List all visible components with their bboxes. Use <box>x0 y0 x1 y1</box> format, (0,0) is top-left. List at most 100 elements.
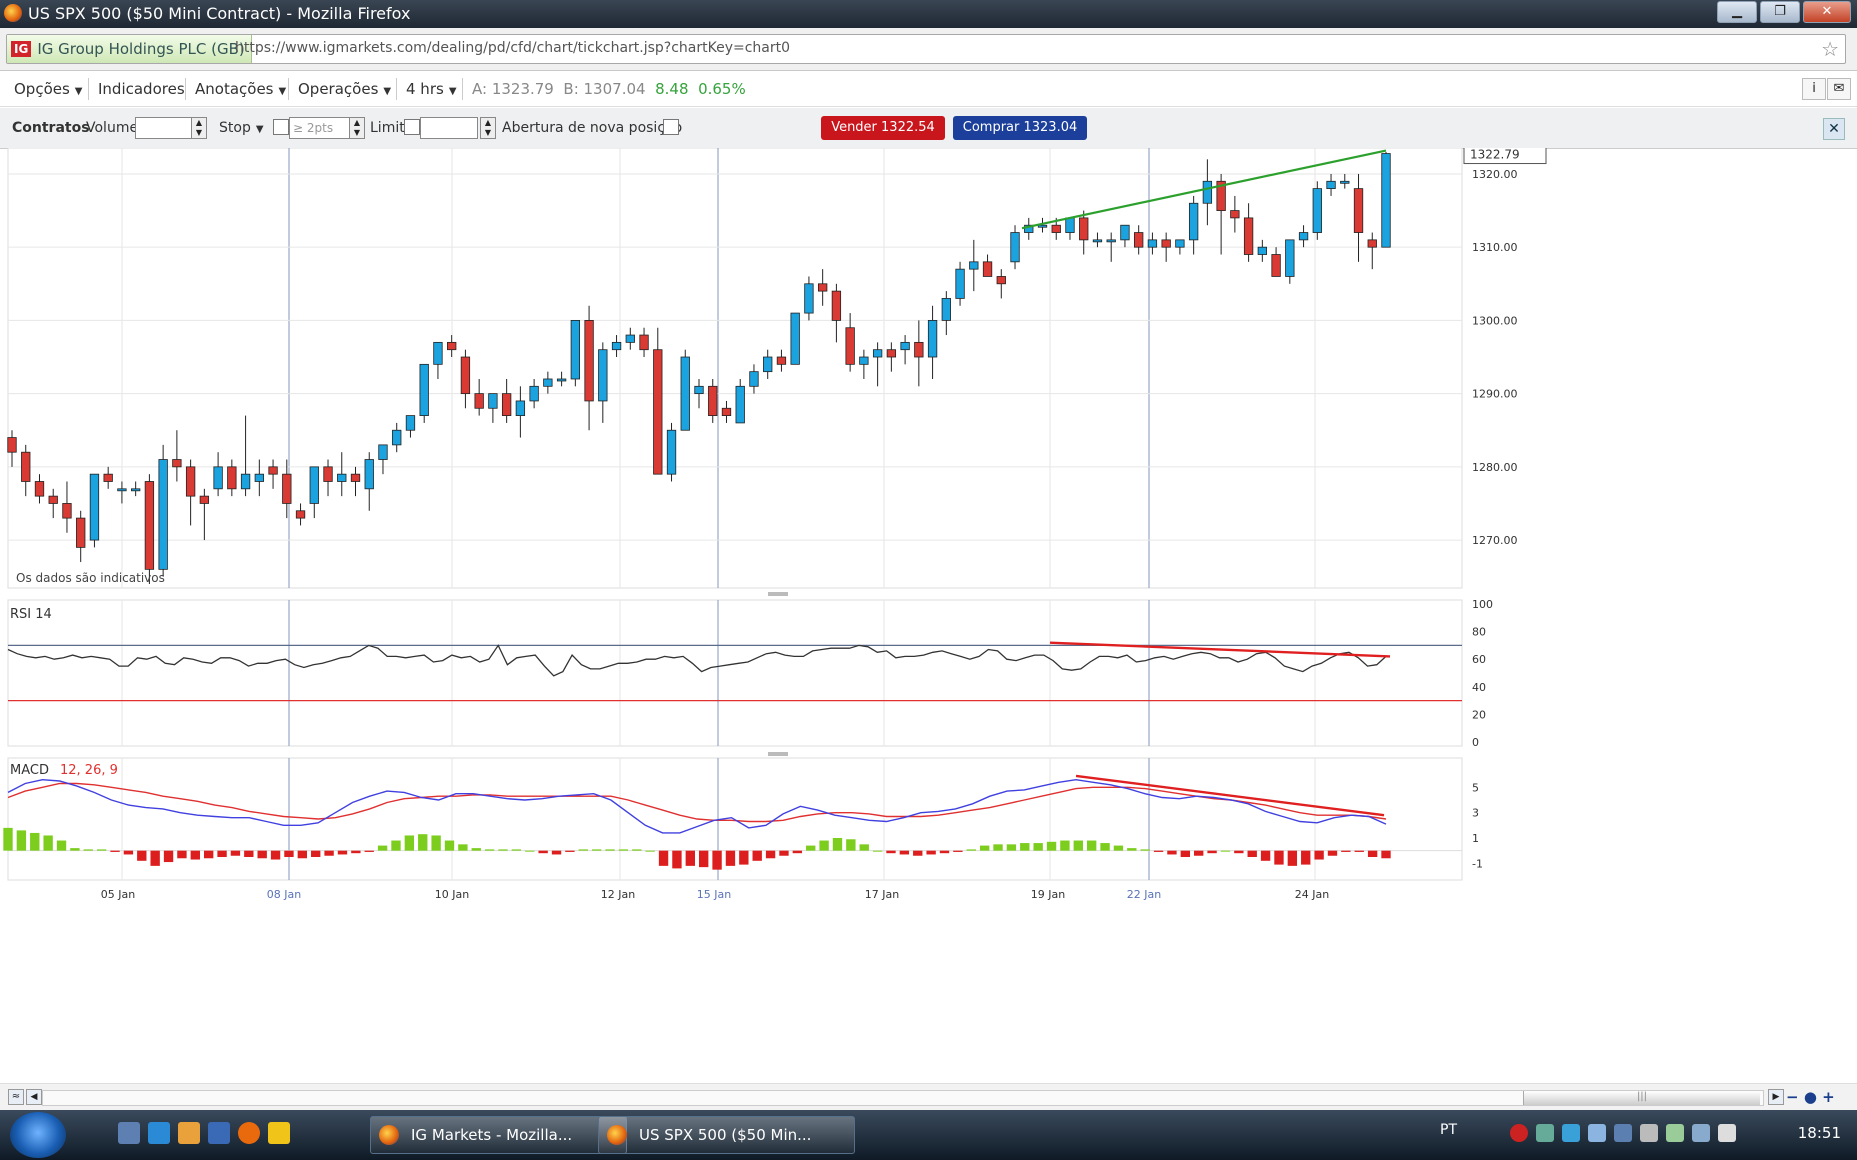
messenger-icon[interactable] <box>178 1122 200 1144</box>
info-icon[interactable]: i <box>1802 78 1826 100</box>
price-tick-label: 1270.00 <box>1472 534 1518 547</box>
candle-body <box>955 268 965 299</box>
macd-histogram-bar <box>190 850 200 860</box>
macd-histogram-bar <box>1046 841 1057 851</box>
site-identity-button[interactable]: IG IG Group Holdings PLC (GB) <box>7 35 252 63</box>
scroll-right-icon[interactable]: ▶ <box>1768 1089 1784 1105</box>
candle-body <box>831 290 842 321</box>
computer-icon[interactable] <box>208 1122 230 1144</box>
timeframe-select[interactable]: 4 hrs ▼ <box>406 80 457 98</box>
candle-body <box>763 356 773 373</box>
candle-body <box>268 466 278 475</box>
candle-body <box>350 473 361 482</box>
bookmark-star-icon[interactable]: ☆ <box>1821 37 1839 61</box>
task-ig-markets[interactable]: IG Markets - Mozilla... <box>370 1116 627 1154</box>
address-bar[interactable]: IG IG Group Holdings PLC (GB) https://ww… <box>6 34 1846 64</box>
device-icon[interactable] <box>1640 1124 1658 1142</box>
indicative-data-notice: Os dados são indicativos <box>16 571 165 585</box>
zoom-reset-icon[interactable]: ● <box>1803 1088 1817 1106</box>
menu-indicators[interactable]: Indicadores <box>98 80 185 98</box>
stop-stepper[interactable]: ▲ ▼ <box>349 117 365 139</box>
scroll-track[interactable]: ||| <box>42 1090 1764 1106</box>
macd-histogram-bar <box>832 838 843 851</box>
menu-operations[interactable]: Operações ▼ <box>298 80 391 98</box>
task-us-spx500[interactable]: US SPX 500 ($50 Min... <box>598 1116 855 1154</box>
rsi-line <box>7 644 1387 677</box>
macd-histogram-bar <box>565 850 575 852</box>
macd-histogram-bar <box>444 840 455 851</box>
macd-histogram-bar <box>203 850 214 859</box>
macd-params: 12, 26, 9 <box>60 763 118 778</box>
chart-menu-bar: Opções ▼ Indicadores Anotações ▼ Operações… <box>0 72 1857 107</box>
ie-icon[interactable] <box>148 1122 170 1144</box>
firefox-icon[interactable] <box>238 1122 260 1144</box>
candle-body <box>1312 188 1322 233</box>
macd-histogram-bar <box>217 850 227 857</box>
stop-input[interactable]: ≥ 2pts <box>289 117 350 139</box>
url-text[interactable]: https://www.igmarkets.com/dealing/pd/cfd… <box>235 40 791 56</box>
menu-options[interactable]: Opções ▼ <box>14 80 83 98</box>
rsi-tick-label: 60 <box>1472 653 1486 666</box>
sell-button[interactable]: Vender 1322.54 <box>821 116 945 140</box>
candle-body <box>1257 246 1267 255</box>
order-ticket-bar: Contratos Volume ▲ ▼ Stop ▼ ≥ 2pts ▲ ▼ Limi… <box>0 108 1857 149</box>
macd-histogram-bar <box>1207 850 1217 854</box>
volume-icon[interactable] <box>1718 1124 1736 1142</box>
limit-input[interactable] <box>420 117 478 139</box>
media-player-icon[interactable] <box>268 1122 290 1144</box>
antivirus-icon[interactable] <box>1510 1124 1528 1142</box>
macd-histogram-bar <box>1234 850 1244 854</box>
network-tool-icon[interactable] <box>1536 1124 1554 1142</box>
chart-area[interactable]: 1320.00 1310.00 1300.00 1290.00 1280.00 1270.… <box>0 148 1857 1083</box>
macd-histogram-bar <box>1127 848 1137 851</box>
windows-taskbar: IG Markets - Mozilla... US SPX 500 ($50 … <box>0 1110 1857 1160</box>
close-button[interactable]: ✕ <box>1803 1 1851 23</box>
macd-histogram-bar <box>926 850 936 855</box>
collapse-icon[interactable]: ≈ <box>8 1089 24 1105</box>
menu-options-label: Opções <box>14 80 70 98</box>
new-position-checkbox[interactable] <box>663 119 679 135</box>
display-icon[interactable] <box>1614 1124 1632 1142</box>
macd-histogram-bar <box>979 845 990 851</box>
menu-annotations[interactable]: Anotações ▼ <box>195 80 286 98</box>
site-identity-label: IG Group Holdings PLC (GB) <box>37 40 245 58</box>
minimize-button[interactable]: ▁ <box>1717 1 1757 23</box>
stop-label[interactable]: Stop ▼ <box>219 120 264 136</box>
macd-histogram-bar <box>163 850 174 863</box>
start-button[interactable] <box>10 1112 66 1158</box>
language-indicator[interactable]: PT <box>1440 1122 1457 1138</box>
dropbox-icon[interactable] <box>1588 1124 1606 1142</box>
clock[interactable]: 18:51 <box>1797 1124 1841 1142</box>
macd-histogram-bar <box>1153 850 1164 852</box>
candle-body <box>996 276 1006 285</box>
show-desktop-icon[interactable] <box>118 1122 140 1144</box>
network-icon[interactable] <box>1692 1124 1710 1142</box>
scroll-thumb[interactable]: ||| <box>1523 1091 1760 1105</box>
maximize-button[interactable]: ❐ <box>1760 1 1800 23</box>
candle-body <box>708 385 718 416</box>
power-icon[interactable] <box>1666 1124 1684 1142</box>
buy-button[interactable]: Comprar 1323.04 <box>953 116 1087 140</box>
macd-histogram-bar <box>699 850 709 868</box>
limit-checkbox[interactable] <box>404 119 420 135</box>
macd-histogram-bar <box>658 850 669 866</box>
close-ticket-icon[interactable]: ✕ <box>1823 118 1845 140</box>
mail-icon[interactable]: ✉ <box>1827 78 1851 100</box>
macd-histogram-bar <box>551 850 562 855</box>
sync-icon[interactable] <box>1562 1124 1580 1142</box>
firefox-icon <box>607 1125 627 1145</box>
volume-stepper[interactable]: ▲ ▼ <box>191 117 207 139</box>
candle-body <box>914 341 924 358</box>
zoom-in-icon[interactable]: + <box>1822 1088 1835 1106</box>
macd-histogram-bar <box>739 850 749 865</box>
price-tick-label: 1290.00 <box>1472 388 1518 401</box>
stop-checkbox[interactable] <box>273 119 289 135</box>
candle-body <box>1216 180 1226 211</box>
zoom-controls[interactable]: − ● + <box>1786 1088 1835 1106</box>
window-title: US SPX 500 ($50 Mini Contract) - Mozilla… <box>28 4 411 23</box>
limit-stepper[interactable]: ▲ ▼ <box>480 117 496 139</box>
volume-input[interactable] <box>135 117 193 139</box>
macd-histogram-bar <box>886 850 896 854</box>
scroll-left-icon[interactable]: ◀ <box>26 1089 42 1105</box>
zoom-out-icon[interactable]: − <box>1786 1088 1799 1106</box>
